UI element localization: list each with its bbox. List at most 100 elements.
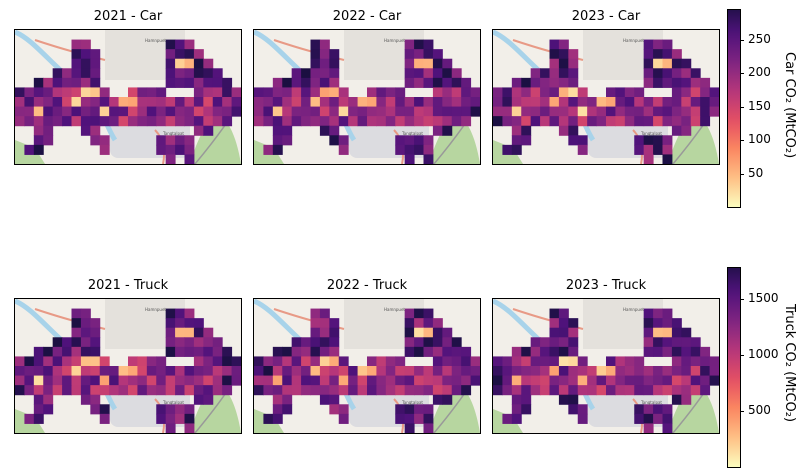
heatmap-cell bbox=[156, 356, 167, 367]
heatmap-cell bbox=[414, 404, 424, 415]
heatmap-cell bbox=[502, 106, 513, 117]
heatmap-cell bbox=[165, 308, 176, 319]
heatmap-cell bbox=[530, 97, 541, 108]
heatmap-cell bbox=[118, 385, 129, 396]
heatmap-cell bbox=[404, 318, 415, 329]
heatmap-cell bbox=[272, 97, 283, 108]
heatmap-cell bbox=[662, 375, 673, 386]
heatmap-cell bbox=[549, 327, 560, 338]
heatmap-cell bbox=[587, 366, 598, 377]
heatmap-cell bbox=[404, 366, 415, 377]
heatmap-cell bbox=[282, 366, 293, 377]
heatmap-cell bbox=[521, 366, 532, 377]
heatmap-cell bbox=[329, 356, 340, 367]
heatmap-cell bbox=[43, 97, 54, 108]
heatmap-cell bbox=[404, 346, 415, 357]
heatmap-cell bbox=[395, 144, 406, 155]
heatmap-cell bbox=[671, 327, 682, 338]
colorbar-car-tick-label: 100 bbox=[748, 132, 771, 147]
heatmap-cell bbox=[80, 77, 91, 88]
heatmap-cell bbox=[451, 77, 462, 88]
heatmap-cell bbox=[310, 97, 321, 108]
heatmap-cell bbox=[291, 337, 302, 348]
heatmap-cell bbox=[184, 58, 195, 69]
heatmap-cell bbox=[165, 404, 176, 415]
heatmap-cell bbox=[329, 394, 340, 405]
heatmap-cell bbox=[80, 68, 91, 79]
heatmap-cell bbox=[587, 385, 598, 396]
heatmap-cell bbox=[662, 327, 673, 338]
heatmap-cell bbox=[184, 116, 195, 127]
heatmap-cell bbox=[52, 68, 63, 79]
heatmap-cell bbox=[414, 116, 424, 127]
colorbar-label-truck: Truck CO₂ (MtCO₂) bbox=[782, 304, 797, 423]
heatmap-cell bbox=[203, 337, 214, 348]
heatmap-cell bbox=[43, 356, 54, 367]
heatmap-cell bbox=[423, 116, 434, 127]
heatmap-cell bbox=[414, 106, 424, 117]
heatmap-cell bbox=[671, 346, 682, 357]
heatmap-cell bbox=[493, 385, 503, 396]
heatmap-cell bbox=[681, 337, 692, 348]
heatmap-cell bbox=[128, 116, 138, 127]
heatmap-cell bbox=[461, 106, 472, 117]
heatmap-cell bbox=[203, 375, 214, 386]
map-label-tangtalpat: Tangtalpat bbox=[640, 131, 662, 136]
heatmap-cell bbox=[549, 77, 560, 88]
heatmap-cell bbox=[367, 366, 377, 377]
heatmap-cell bbox=[395, 404, 406, 415]
heatmap-cell bbox=[43, 394, 54, 405]
heatmap-cell bbox=[319, 39, 330, 50]
heatmap-cell bbox=[442, 87, 453, 98]
heatmap-cell bbox=[451, 68, 462, 79]
heatmap-cell bbox=[442, 106, 453, 117]
heatmap-cell bbox=[442, 327, 453, 338]
heatmap-cell bbox=[404, 135, 415, 146]
heatmap-cell bbox=[231, 375, 241, 386]
heatmap-cell bbox=[165, 154, 176, 164]
heatmap-cell bbox=[282, 77, 293, 88]
heatmap-cell bbox=[310, 356, 321, 367]
heatmap-cell bbox=[184, 346, 195, 357]
heatmap-cell bbox=[423, 77, 434, 88]
heatmap-cell bbox=[493, 366, 503, 377]
heatmap-cell bbox=[329, 58, 340, 69]
heatmap-cell bbox=[404, 39, 415, 50]
heatmap-cell bbox=[404, 77, 415, 88]
heatmap-cell bbox=[62, 68, 72, 79]
heatmap-cell bbox=[310, 39, 321, 50]
heatmap-cell bbox=[80, 327, 91, 338]
heatmap-cell bbox=[291, 116, 302, 127]
map-label-hamnpuet: Hamnpuet bbox=[384, 38, 405, 43]
heatmap-cell bbox=[376, 106, 387, 117]
heatmap-cell bbox=[568, 375, 579, 386]
heatmap-cell bbox=[624, 385, 635, 396]
heatmap-cell bbox=[319, 68, 330, 79]
heatmap-cell bbox=[568, 135, 579, 146]
heatmap-cell bbox=[71, 318, 82, 329]
heatmap-cell bbox=[175, 77, 185, 88]
colorbar-truck-tick-label: 1000 bbox=[748, 347, 779, 362]
heatmap-cell bbox=[319, 125, 330, 136]
heatmap-cell bbox=[615, 375, 626, 386]
heatmap-cell bbox=[156, 144, 167, 155]
heatmap-cell bbox=[442, 346, 453, 357]
heatmap-cell bbox=[511, 385, 522, 396]
colorbar-car bbox=[727, 9, 741, 208]
heatmap-cell bbox=[62, 366, 72, 377]
heatmap-cell bbox=[33, 106, 44, 117]
heatmap-cell bbox=[653, 144, 663, 155]
heatmap-cell bbox=[193, 337, 204, 348]
heatmap-cell bbox=[451, 106, 462, 117]
heatmap-cell bbox=[272, 356, 283, 367]
heatmap-cell bbox=[156, 97, 167, 108]
heatmap-cell bbox=[90, 346, 101, 357]
heatmap-cell bbox=[662, 366, 673, 377]
map-2021-car: Hamnpuet Tangtalpat bbox=[14, 29, 242, 165]
heatmap-cell bbox=[671, 125, 682, 136]
heatmap-cell bbox=[99, 385, 110, 396]
heatmap-cell bbox=[690, 356, 701, 367]
heatmap-cell bbox=[662, 385, 673, 396]
heatmap-cell bbox=[540, 116, 550, 127]
heatmap-cell bbox=[606, 385, 616, 396]
